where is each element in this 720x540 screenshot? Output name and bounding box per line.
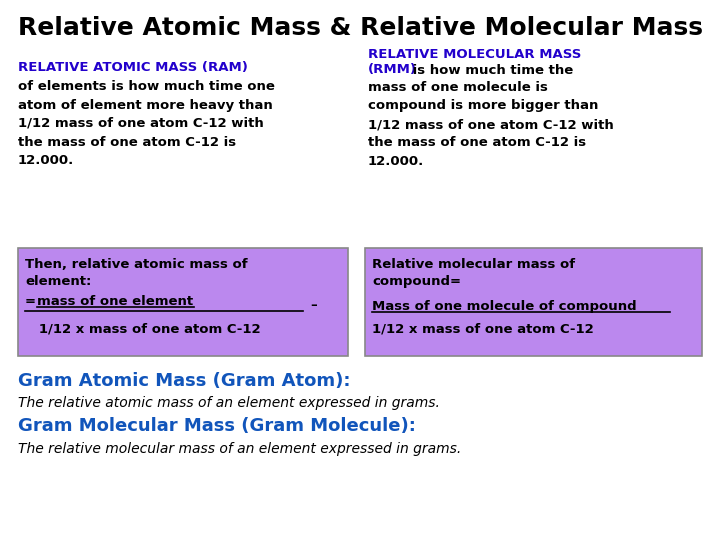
Text: element:: element:	[25, 275, 91, 288]
Text: (RMM): (RMM)	[368, 64, 417, 77]
Text: mass of one element: mass of one element	[37, 295, 193, 308]
Text: compound=: compound=	[372, 275, 461, 288]
Text: Mass of one molecule of compound: Mass of one molecule of compound	[372, 300, 636, 313]
FancyBboxPatch shape	[365, 248, 702, 356]
Text: mass of one molecule is
compound is more bigger than
1/12 mass of one atom C-12 : mass of one molecule is compound is more…	[368, 81, 613, 168]
Text: 1/12 x mass of one atom C-12: 1/12 x mass of one atom C-12	[372, 322, 594, 335]
Text: Relative molecular mass of: Relative molecular mass of	[372, 258, 575, 271]
Text: The relative molecular mass of an element expressed in grams.: The relative molecular mass of an elemen…	[18, 442, 462, 456]
Text: –: –	[310, 299, 317, 312]
Text: =: =	[25, 295, 40, 308]
Text: is how much time the: is how much time the	[408, 64, 573, 77]
Text: RELATIVE MOLECULAR MASS: RELATIVE MOLECULAR MASS	[368, 49, 581, 62]
Text: of elements is how much time one
atom of element more heavy than
1/12 mass of on: of elements is how much time one atom of…	[18, 80, 275, 167]
Text: Then, relative atomic mass of: Then, relative atomic mass of	[25, 258, 248, 271]
Text: RELATIVE ATOMIC MASS (RAM): RELATIVE ATOMIC MASS (RAM)	[18, 62, 248, 75]
Text: Gram Atomic Mass (Gram Atom):: Gram Atomic Mass (Gram Atom):	[18, 372, 351, 390]
Text: Gram Molecular Mass (Gram Molecule):: Gram Molecular Mass (Gram Molecule):	[18, 417, 416, 435]
Text: 1/12 x mass of one atom C-12: 1/12 x mass of one atom C-12	[25, 322, 261, 335]
FancyBboxPatch shape	[18, 248, 348, 356]
Text: Relative Atomic Mass & Relative Molecular Mass: Relative Atomic Mass & Relative Molecula…	[17, 16, 703, 40]
Text: The relative atomic mass of an element expressed in grams.: The relative atomic mass of an element e…	[18, 396, 440, 410]
